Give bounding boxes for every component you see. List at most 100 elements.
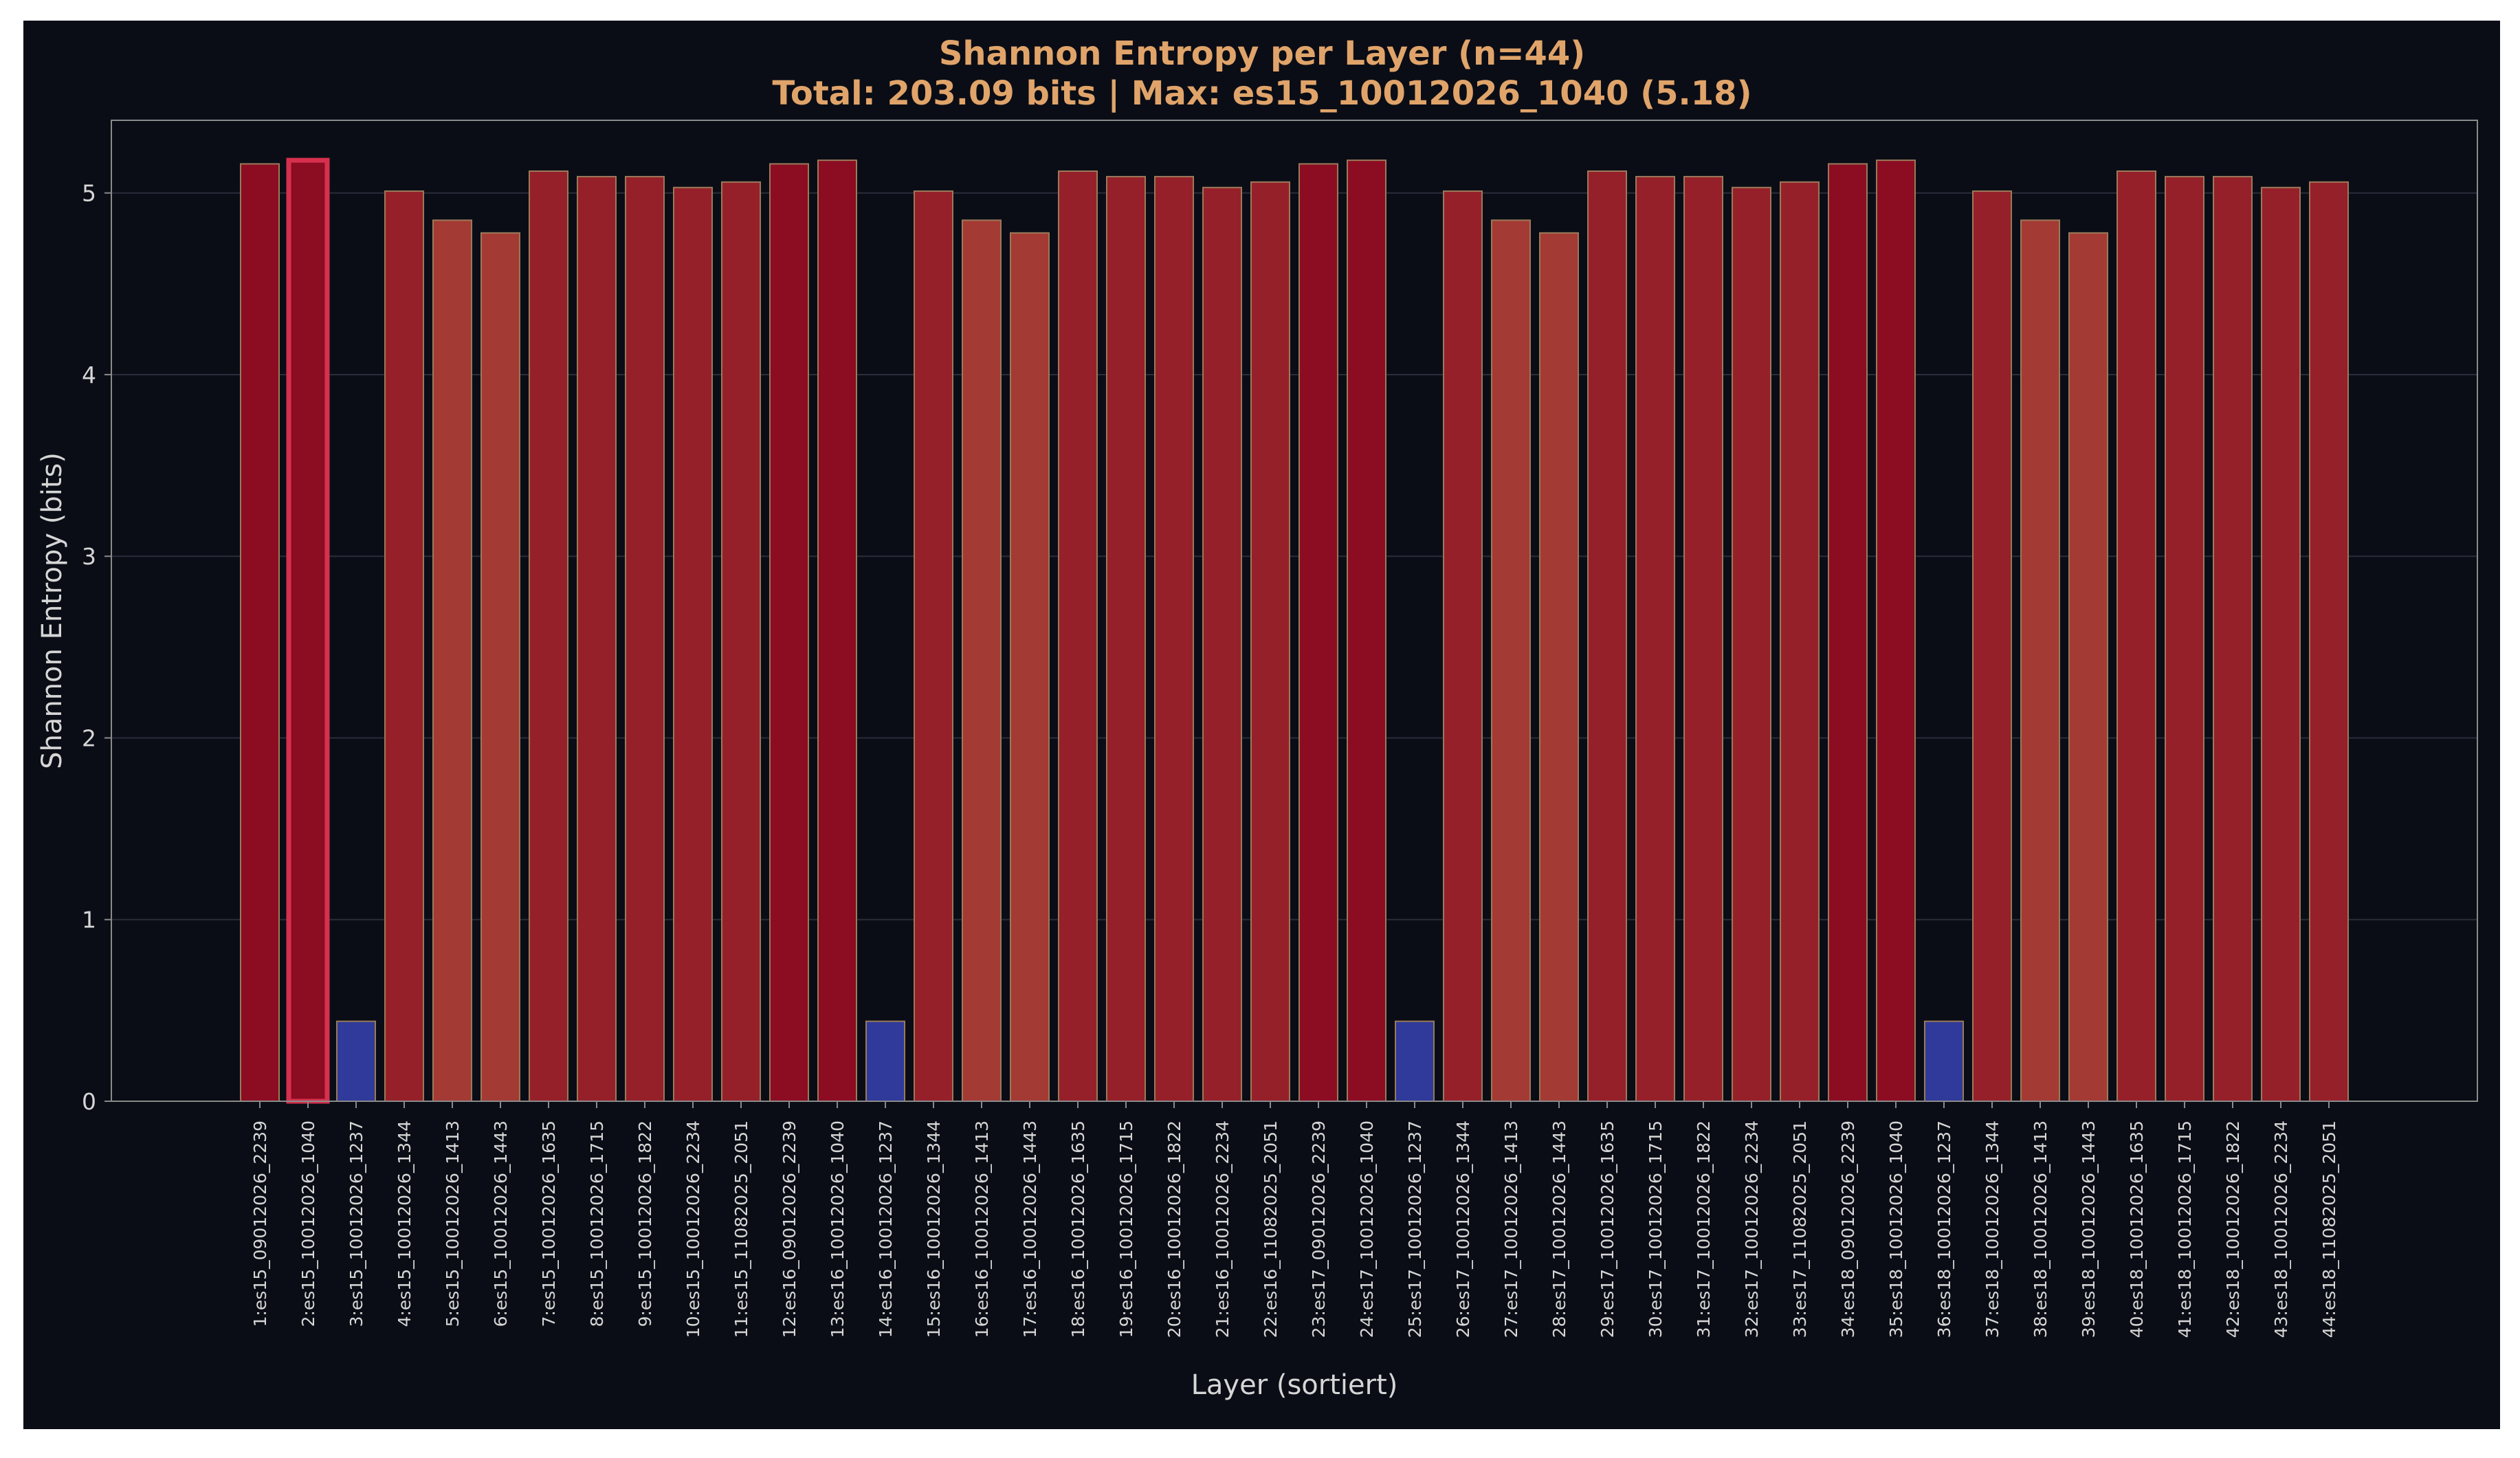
bar [577, 175, 617, 1102]
bar [240, 163, 280, 1102]
bar [384, 190, 424, 1102]
x-tick-label: 9:es15_10012026_1822 [635, 1120, 655, 1327]
x-tick-label: 11:es15_11082025_2051 [731, 1120, 751, 1338]
x-tick-label: 13:es16_10012026_1040 [828, 1120, 848, 1338]
bar [2261, 186, 2301, 1103]
x-tick-label: 30:es17_10012026_1715 [1646, 1120, 1666, 1338]
bar [1347, 159, 1386, 1102]
bar [529, 170, 568, 1103]
x-tick-label: 26:es17_10012026_1344 [1453, 1120, 1473, 1338]
bar [2068, 232, 2108, 1103]
x-tick-label: 8:es15_10012026_1715 [587, 1120, 607, 1327]
y-tick-label: 5 [82, 180, 96, 207]
x-tick-label: 41:es18_10012026_1715 [2175, 1120, 2195, 1338]
x-tick-label: 27:es17_10012026_1413 [1501, 1120, 1521, 1338]
x-tick-label: 6:es15_10012026_1443 [491, 1120, 511, 1327]
bar [1106, 175, 1146, 1102]
y-tick-label: 3 [82, 543, 96, 570]
x-tick-label: 33:es17_11082025_2051 [1790, 1120, 1810, 1338]
bar [336, 1020, 376, 1103]
y-tick-label: 2 [82, 725, 96, 751]
bar [1780, 181, 1820, 1102]
bar [2020, 219, 2060, 1102]
bar [625, 175, 665, 1102]
bar [962, 219, 1002, 1102]
x-tick-label: 4:es15_10012026_1344 [395, 1120, 415, 1327]
x-tick-label: 14:es16_10012026_1237 [876, 1120, 896, 1338]
x-tick-label: 43:es18_10012026_2234 [2271, 1120, 2291, 1338]
x-tick-label: 36:es18_10012026_1237 [1934, 1120, 1954, 1338]
x-tick-label: 5:es15_10012026_1413 [443, 1120, 463, 1327]
x-axis-label: Layer (sortiert) [1191, 1369, 1398, 1401]
bar [2213, 175, 2253, 1102]
bar [1732, 186, 1771, 1103]
x-tick-label: 3:es15_10012026_1237 [346, 1120, 366, 1327]
x-tick-label: 21:es16_10012026_2234 [1213, 1120, 1233, 1338]
x-tick-label: 16:es16_10012026_1413 [972, 1120, 992, 1338]
x-tick-label: 12:es16_09012026_2239 [780, 1120, 799, 1338]
bar [1058, 170, 1098, 1103]
bar [1010, 232, 1050, 1103]
x-tick-label: 31:es17_10012026_1822 [1694, 1120, 1714, 1338]
bar [1250, 181, 1290, 1102]
bar [1154, 175, 1194, 1102]
x-tick-label: 29:es17_10012026_1635 [1598, 1120, 1617, 1338]
bar [1828, 163, 1868, 1102]
x-tick-label: 28:es17_10012026_1443 [1549, 1120, 1569, 1338]
bar [2309, 181, 2349, 1102]
x-tick-label: 39:es18_10012026_1443 [2079, 1120, 2099, 1338]
plot-frame [111, 120, 2478, 1102]
bar [769, 163, 809, 1102]
x-tick-label: 20:es16_10012026_1822 [1164, 1120, 1184, 1338]
chart-subtitle: Total: 203.09 bits | Max: es15_10012026_… [773, 74, 1752, 113]
chart-figure: Shannon Entropy per Layer (n=44) Total: … [23, 21, 2500, 1429]
bar [286, 157, 330, 1104]
x-tick-label: 15:es16_10012026_1344 [924, 1120, 944, 1338]
x-tick-label: 2:es15_10012026_1040 [298, 1120, 318, 1327]
y-axis-label: Shannon Entropy (bits) [36, 452, 68, 769]
bar [1491, 219, 1531, 1102]
bar [721, 181, 761, 1102]
x-tick-label: 35:es18_10012026_1040 [1886, 1120, 1906, 1338]
x-tick-label: 10:es15_10012026_2234 [683, 1120, 703, 1338]
bar [1443, 190, 1483, 1102]
bar [1539, 232, 1579, 1103]
x-tick-label: 18:es16_10012026_1635 [1068, 1120, 1088, 1338]
bar [480, 232, 520, 1103]
x-tick-label: 32:es17_10012026_2234 [1742, 1120, 1762, 1338]
bar [1876, 159, 1916, 1102]
y-tick-label: 0 [82, 1088, 96, 1115]
bar [2116, 170, 2156, 1103]
x-tick-label: 34:es18_09012026_2239 [1838, 1120, 1858, 1338]
entropy-bar-chart: Shannon Entropy per Layer (n=44) Total: … [36, 34, 2478, 1401]
x-tick-label: 44:es18_11082025_2051 [2319, 1120, 2339, 1338]
bar [1202, 186, 1242, 1103]
bar [432, 219, 472, 1102]
bar [1395, 1020, 1435, 1103]
x-tick-label: 25:es17_10012026_1237 [1405, 1120, 1425, 1338]
x-tick-label: 22:es16_11082025_2051 [1261, 1120, 1281, 1338]
bar [1635, 175, 1675, 1102]
bar [673, 186, 713, 1103]
bar [1972, 190, 2012, 1102]
bar [2165, 175, 2204, 1102]
bars-group [240, 157, 2349, 1104]
bar [1924, 1020, 1964, 1103]
x-tick-label: 19:es16_10012026_1715 [1116, 1120, 1136, 1338]
x-tick-label: 37:es18_10012026_1344 [1982, 1120, 2002, 1338]
x-tick-label: 7:es15_10012026_1635 [539, 1120, 559, 1327]
bar [865, 1020, 905, 1103]
x-tick-label: 40:es18_10012026_1635 [2127, 1120, 2147, 1338]
x-tick-label: 23:es17_09012026_2239 [1309, 1120, 1329, 1338]
x-tick-label: 1:es15_09012026_2239 [250, 1120, 270, 1327]
x-tick-label: 42:es18_10012026_1822 [2223, 1120, 2243, 1338]
y-tick-label: 4 [82, 362, 96, 388]
bar [914, 190, 953, 1102]
x-tick-label: 38:es18_10012026_1413 [2031, 1120, 2051, 1338]
y-axis: 0 1 2 3 4 5 [82, 180, 111, 1115]
chart-title: Shannon Entropy per Layer (n=44) [939, 34, 1585, 73]
x-tick-label: 17:es16_10012026_1443 [1020, 1120, 1040, 1338]
bar [1683, 175, 1723, 1102]
bar [817, 159, 857, 1102]
bar [1298, 163, 1338, 1102]
